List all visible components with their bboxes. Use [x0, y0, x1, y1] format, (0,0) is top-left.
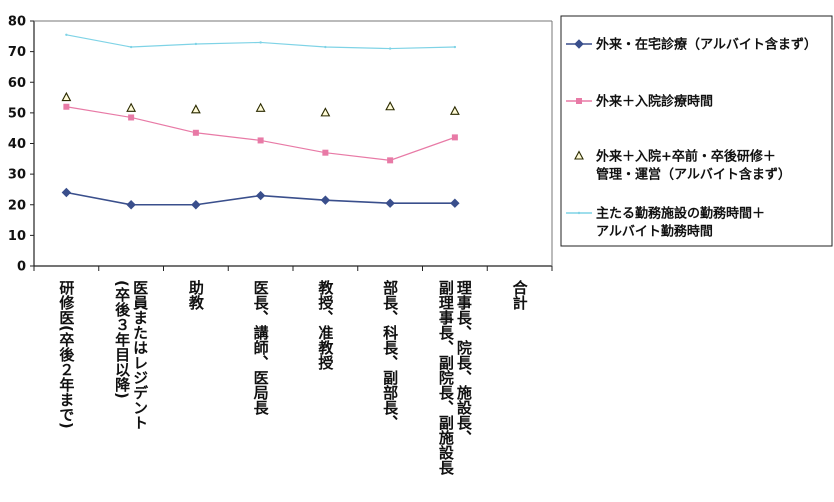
y-tick-label: 80	[8, 15, 26, 30]
x-axis-category-labels: 研修医(卒後２年まで) 医員またはレジデント(卒後３年目以降) 助教 医長、講師、医局…	[57, 279, 528, 476]
series-line	[66, 106, 456, 161]
data-point	[324, 45, 327, 49]
x-category-label: 部長、科長、副部長、	[381, 279, 399, 430]
y-tick-label: 0	[17, 260, 26, 275]
legend: 外来・在宅診療（アルバイト含まず） 外来＋入院診療時間外来＋入院+卒前・卒後研修＋…	[560, 15, 833, 247]
legend-entry: 外来＋入院診療時間	[566, 94, 713, 110]
x-category-label-line: 研修医(卒後２年まで)	[57, 280, 75, 429]
y-tick-label: 60	[8, 76, 26, 91]
x-category-label: 理事長、院長、施設長、副理事長、副院長、副施設長	[437, 280, 473, 476]
data-point	[450, 198, 460, 208]
x-category-label-line: 理事長、院長、施設長、	[455, 280, 473, 445]
x-category-label-line: 医員またはレジデント	[131, 280, 149, 430]
data-point	[63, 103, 70, 110]
data-point	[255, 102, 266, 112]
x-category-label: 医長、講師、医局長	[252, 280, 270, 416]
data-point	[577, 211, 581, 215]
axes	[33, 20, 553, 271]
data-point	[61, 187, 72, 198]
series-layer	[61, 33, 460, 210]
data-point	[449, 105, 460, 115]
data-point	[191, 200, 201, 210]
x-category-label: 研修医(卒後２年まで)	[57, 280, 75, 429]
y-tick-label: 70	[8, 45, 26, 60]
data-point	[451, 134, 458, 141]
data-point	[259, 41, 262, 44]
legend-label: 外来＋入院+卒前・卒後研修＋	[595, 149, 776, 165]
data-point	[453, 45, 457, 49]
data-point	[192, 129, 199, 136]
data-point	[387, 157, 394, 164]
y-tick-label: 10	[8, 229, 26, 244]
y-tick-label: 30	[8, 168, 26, 183]
data-point	[194, 42, 198, 46]
x-category-label-line: 教授、准教授	[316, 279, 334, 371]
x-category-label: 助教	[187, 279, 205, 311]
data-point	[128, 114, 135, 121]
x-category-label: 医員またはレジデント(卒後３年目以降)	[113, 280, 149, 430]
x-category-label-line: 副理事長、副院長、副施設長	[437, 280, 455, 476]
data-point	[385, 101, 396, 111]
data-point	[255, 190, 266, 201]
y-axis-ticks: 0 10 20 30 40 50 60 70 80	[8, 15, 34, 275]
data-point	[257, 137, 264, 144]
data-point	[576, 98, 582, 104]
series-2	[63, 103, 458, 164]
legend-entry: 主たる勤務施設の勤務時間＋ アルバイト勤務時間	[566, 206, 765, 240]
data-point	[126, 200, 136, 210]
x-category-label: 教授、准教授	[316, 279, 334, 371]
series-1	[61, 187, 460, 210]
x-category-label-line: 部長、科長、副部長、	[381, 279, 399, 430]
data-point	[388, 47, 392, 50]
x-category-label: 合計	[511, 279, 529, 311]
data-point	[320, 195, 331, 205]
legend-entry: 外来＋入院+卒前・卒後研修＋ 管理・運営（アルバイト含まず）	[574, 149, 791, 183]
legend-label: 管理・運営（アルバイト含まず）	[596, 167, 791, 183]
x-category-label-line: 助教	[187, 279, 205, 311]
data-point	[322, 149, 329, 156]
legend-label: 外来＋入院診療時間	[595, 94, 713, 110]
data-point	[65, 33, 68, 36]
data-point	[320, 107, 331, 117]
legend-box	[560, 15, 833, 247]
legend-label: 外来・在宅診療（アルバイト含まず）	[595, 37, 817, 53]
x-category-label-line: 合計	[511, 279, 529, 311]
data-point	[574, 150, 584, 160]
y-tick-label: 50	[8, 106, 26, 121]
data-point	[190, 104, 201, 114]
data-point	[61, 91, 72, 102]
x-category-label-line: 医長、講師、医局長	[252, 280, 270, 416]
legend-label: アルバイト勤務時間	[596, 224, 713, 240]
data-point	[574, 39, 584, 49]
legend-label: 主たる勤務施設の勤務時間＋	[596, 206, 765, 222]
data-point	[385, 198, 395, 208]
legend-entry: 外来・在宅診療（アルバイト含まず）	[566, 37, 817, 53]
data-point	[129, 45, 133, 49]
series-4	[65, 33, 457, 50]
x-category-label-line: (卒後３年目以降)	[113, 280, 131, 399]
y-tick-label: 40	[8, 137, 26, 152]
data-point	[126, 102, 137, 112]
series-3	[61, 91, 460, 117]
y-tick-label: 20	[8, 198, 26, 213]
